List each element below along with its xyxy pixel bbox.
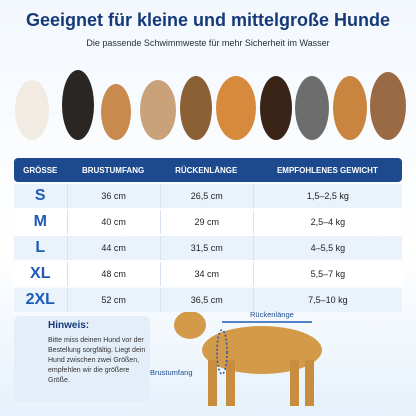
table-cell: 2,5–4 kg <box>252 210 402 234</box>
column-header: GRÖSSE <box>14 158 67 182</box>
chest-label: Brustumfang <box>150 368 193 377</box>
table-cell: 44 cm <box>66 236 160 260</box>
table-cell: 40 cm <box>66 210 160 234</box>
column-header: BRUSTUMFANG <box>66 158 160 182</box>
dog-illustration <box>174 311 322 406</box>
table-cell: XL <box>14 262 67 286</box>
table-row: M 40 cm 29 cm 2,5–4 kg <box>14 210 402 234</box>
table-cell: L <box>14 236 67 260</box>
table-cell: 4–5,5 kg <box>252 236 402 260</box>
table-cell: 52 cm <box>66 288 160 312</box>
table-cell: 36,5 cm <box>159 288 253 312</box>
table-cell: 34 cm <box>159 262 253 286</box>
table-row: XL 48 cm 34 cm 5,5–7 kg <box>14 262 402 286</box>
table-cell: 5,5–7 kg <box>252 262 402 286</box>
dogs <box>15 70 406 140</box>
title: Geeignet für kleine und mittelgroße Hund… <box>25 10 391 30</box>
hint-text: Bitte miss deinen Hund vor der Bestellun… <box>48 337 146 384</box>
subtitle: Die passende Schwimmweste für mehr Siche… <box>86 38 330 48</box>
table-cell: S <box>14 184 67 208</box>
column-header: EMPFOHLENES GEWICHT <box>252 158 402 182</box>
hint-box <box>14 316 150 402</box>
size-table: GRÖSSE BRUSTUMFANG RÜCKENLÄNGE EMPFOHLENES … <box>14 156 402 314</box>
table-row: S 36 cm 26,5 cm 1,5–2,5 kg <box>14 184 402 208</box>
table-row: 2XL 52 cm 36,5 cm 7,5–10 kg <box>14 288 402 312</box>
table-cell: 29 cm <box>159 210 253 234</box>
table-cell: 26,5 cm <box>159 184 253 208</box>
column-header: RÜCKENLÄNGE <box>159 158 253 182</box>
table-cell: M <box>14 210 67 234</box>
hint-title: Hinweis: <box>48 320 90 331</box>
table-cell: 2XL <box>14 288 67 312</box>
table-cell: 1,5–2,5 kg <box>252 184 402 208</box>
table-cell: 31,5 cm <box>159 236 253 260</box>
table-cell: 48 cm <box>66 262 160 286</box>
table-row: L 44 cm 31,5 cm 4–5,5 kg <box>14 236 402 260</box>
table-cell: 36 cm <box>66 184 160 208</box>
table-cell: 7,5–10 kg <box>252 288 402 312</box>
back-length-label: Rückenlänge <box>250 310 294 319</box>
